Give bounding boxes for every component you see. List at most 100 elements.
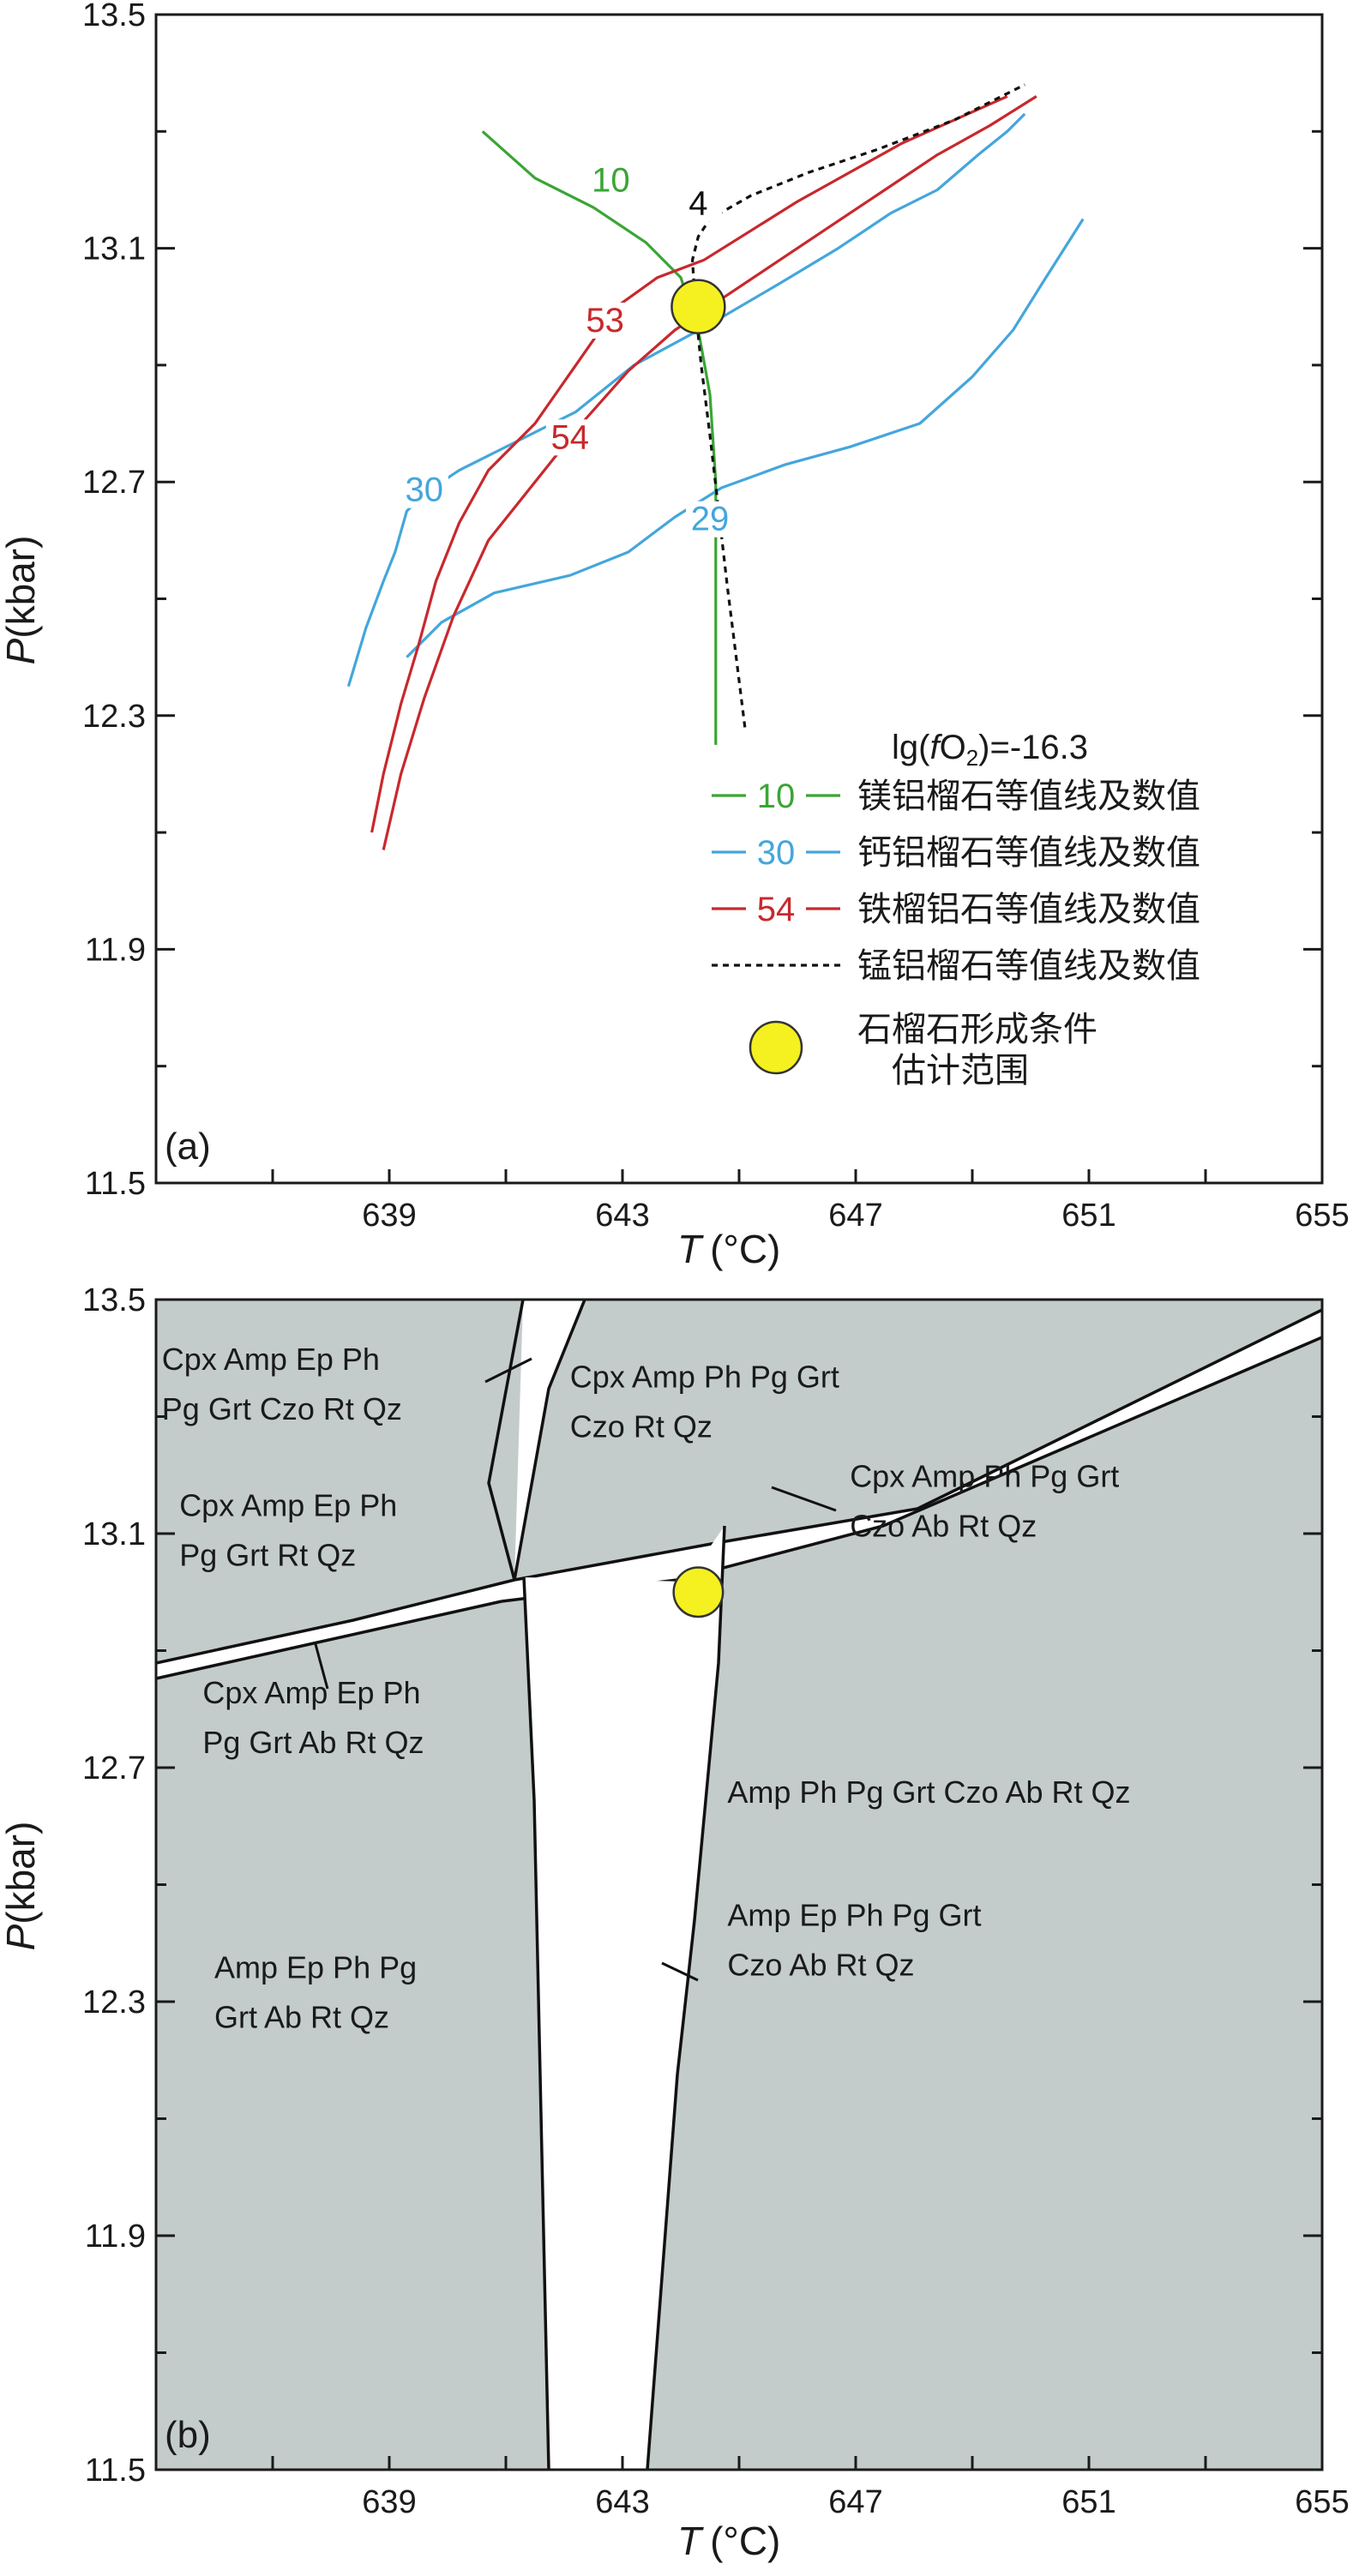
isopleth-label-bg-pyrope-0-0	[586, 162, 635, 199]
panel-b: Cpx Amp Ep Ph Pg Grt Czo Rt Qz Cpx Amp Ph …	[0, 1282, 1350, 2563]
panel-a-isopleth-labels: 10 30 29 53 54 4	[400, 161, 734, 538]
panel-a-y-tick-label-5: 13.5	[82, 0, 146, 33]
wedge-top-line-2	[513, 1300, 586, 1581]
panel-b-y-tick-label-0: 11.5	[85, 2453, 146, 2489]
legend-text-0: 镁铝榴石等值线及数值	[857, 778, 1200, 815]
panel-b-y-tick-label-4: 13.1	[82, 1516, 146, 1552]
legend-title-O: O	[940, 729, 966, 766]
field-label-5-line-0: Amp Ph Pg Grt Czo Ab Rt Qz	[727, 1774, 1130, 1810]
legend-text-2: 铁榴铝石等值线及数值	[857, 891, 1200, 928]
panel-b-y-axis-title: P(kbar)	[0, 1822, 43, 1951]
boundary-right-line-1	[514, 1308, 1322, 1582]
garnet-estimate-marker-b	[672, 1566, 725, 1618]
panel-b-y-tick-label-1: 11.9	[85, 2219, 146, 2255]
leader-amp-ep	[661, 1961, 699, 1982]
wedge-bottom-line-1	[522, 1576, 550, 2470]
isopleth-label-bg-almandine-3-0	[580, 303, 629, 339]
field-label-7-line-0: Amp Ep Ph Pg	[214, 1950, 417, 1985]
panel-b-x-tick-label-4: 655	[1295, 2484, 1349, 2520]
panel-a-y-var: P	[0, 638, 43, 664]
boundary-left-line-1	[156, 1600, 502, 1680]
field-label-3-line-0: Cpx Amp Ph Pg Grt	[850, 1458, 1119, 1493]
panel-a: 10 30 29 53 54 4 lg(fO2)=-16.3 10 镁铝榴石等值线及数值 30…	[0, 0, 1350, 1271]
field-label-1: Cpx Amp Ph Pg Grt Czo Rt Qz	[570, 1359, 839, 1444]
leader-czo-rt	[484, 1357, 532, 1384]
isopleth-label-bg-spessartine-5-0	[674, 185, 723, 222]
leader-czo-ab	[771, 1486, 837, 1512]
panel-a-x-tick-label-1: 643	[595, 1198, 649, 1234]
panel-b-y-tick-label-2: 12.3	[82, 1985, 146, 2021]
panel-a-series	[346, 83, 1085, 850]
panel-a-plot-area	[156, 15, 1322, 1183]
panel-a-x-tick-label-4: 655	[1295, 1198, 1349, 1234]
field-label-4: Cpx Amp Ep Ph Pg Grt Ab Rt Qz	[202, 1675, 424, 1760]
isopleth-almandine-54	[382, 95, 1037, 850]
legend-line-label-almandine: 54	[757, 891, 796, 928]
legend-text-1: 钙铝榴石等值线及数值	[857, 834, 1200, 872]
panel-b-letter: (b)	[165, 2414, 211, 2456]
field-label-5: Amp Ph Pg Grt Czo Ab Rt Qz	[727, 1774, 1130, 1810]
panel-b-y-var: P	[0, 1924, 43, 1950]
field-label-6: Amp Ep Ph Pg Grt Czo Ab Rt Qz	[727, 1897, 981, 1982]
garnet-estimate-marker	[670, 279, 726, 334]
field-label-2: Cpx Amp Ep Ph Pg Grt Rt Qz	[179, 1488, 397, 1573]
isopleth-grossular-30	[346, 112, 1026, 688]
leader-ab-rt	[314, 1643, 329, 1690]
isopleth-label-bg-grossular-2-0	[686, 501, 734, 537]
panel-b-x-var: T	[677, 2519, 704, 2563]
isopleth-label-almandine-4-0: 54	[551, 418, 590, 456]
legend-swatch-marker	[749, 1020, 803, 1075]
panel-b-x-unit: (°C)	[710, 2519, 780, 2563]
legend-text-4: 石榴石形成条件	[857, 1011, 1097, 1048]
panel-a-y-tick-label-1: 11.9	[85, 932, 146, 968]
univariant-band-right	[502, 1310, 1322, 1601]
field-label-7: Amp Ep Ph Pg Grt Ab Rt Qz	[214, 1950, 417, 2035]
field-label-0: Cpx Amp Ep Ph Pg Grt Czo Rt Qz	[162, 1342, 402, 1426]
boundary-left-line-2	[156, 1578, 515, 1665]
univariant-band-left	[156, 1580, 514, 1678]
field-label-0-line-0: Cpx Amp Ep Ph	[162, 1342, 380, 1377]
isopleth-spessartine-4	[690, 83, 1025, 728]
legend-text-3: 锰铝榴石等值线及数值	[857, 947, 1200, 985]
field-label-1-line-1: Czo Rt Qz	[570, 1408, 713, 1444]
legend-line-label-pyrope: 10	[757, 778, 796, 815]
panel-a-legend: lg(fO2)=-16.3 10 镁铝榴石等值线及数值 30 钙铝榴石等值线及数值 54…	[712, 729, 1200, 1090]
field-label-6-line-1: Czo Ab Rt Qz	[727, 1947, 914, 1982]
panel-a-y-tick-label-2: 12.3	[82, 699, 146, 735]
panel-a-letter: (a)	[165, 1126, 211, 1168]
field-label-4-line-1: Pg Grt Ab Rt Qz	[202, 1725, 424, 1760]
panel-b-x-axis-title: T (°C)	[677, 2519, 780, 2563]
panel-a-x-unit: (°C)	[710, 1227, 780, 1271]
isopleth-label-bg-almandine-4-0	[545, 419, 594, 456]
field-label-1-line-0: Cpx Amp Ph Pg Grt	[570, 1359, 839, 1394]
panel-a-x-tick-label-2: 647	[828, 1198, 882, 1234]
field-label-3: Cpx Amp Ph Pg Grt Czo Ab Rt Qz	[850, 1458, 1119, 1543]
wedge-top-line-1	[487, 1300, 525, 1581]
wedge-bottom-line-2	[646, 1525, 726, 2470]
legend-line-label-grossular: 30	[757, 834, 796, 872]
panel-b-y-tick-label-3: 12.7	[82, 1750, 146, 1786]
panel-b-stable-field-fill	[156, 1300, 1322, 2470]
panel-a-x-tick-label-3: 651	[1061, 1198, 1115, 1234]
isopleth-grossular-29	[406, 218, 1085, 658]
field-label-0-line-1: Pg Grt Czo Rt Qz	[162, 1391, 402, 1426]
panel-b-field-labels: Cpx Amp Ep Ph Pg Grt Czo Rt Qz Cpx Amp Ph …	[162, 1342, 1131, 2035]
panel-a-y-unit: (kbar)	[0, 536, 43, 639]
panel-b-x-tick-label-0: 639	[362, 2484, 416, 2520]
panel-a-y-tick-label-0: 11.5	[85, 1166, 146, 1202]
panel-a-y-tick-label-3: 12.7	[82, 465, 146, 501]
panel-a-x-tick-label-0: 639	[362, 1198, 416, 1234]
isopleth-label-bg-grossular-1-0	[400, 471, 448, 508]
legend-title-prefix: lg(	[892, 729, 930, 766]
field-label-6-line-0: Amp Ep Ph Pg Grt	[727, 1897, 981, 1932]
panel-b-x-tick-label-2: 647	[828, 2484, 882, 2520]
panel-b-x-tick-label-1: 643	[595, 2484, 649, 2520]
field-label-3-line-1: Czo Ab Rt Qz	[850, 1508, 1037, 1543]
panel-a-x-var: T	[677, 1227, 704, 1271]
panel-a-axes: 639 643 647 651 655 11.5 11.9 12.3 12.7 13.1 13.5	[82, 0, 1350, 1234]
panel-b-x-tick-label-3: 651	[1061, 2484, 1115, 2520]
panel-a-x-axis-title: T (°C)	[677, 1227, 780, 1271]
isopleth-label-spessartine-5-0: 4	[689, 185, 707, 223]
